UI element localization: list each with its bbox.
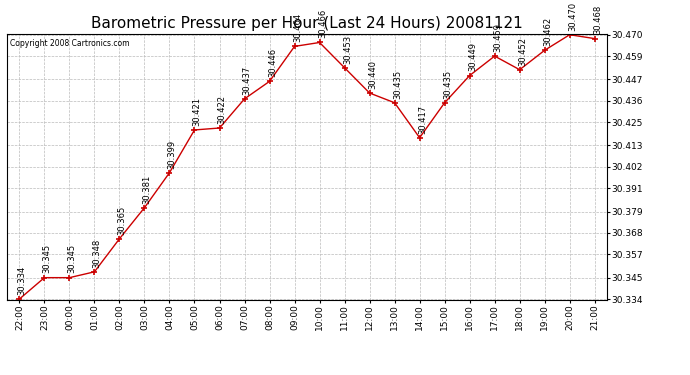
Text: 30.345: 30.345 — [43, 244, 52, 273]
Text: 30.466: 30.466 — [318, 9, 327, 38]
Text: 30.440: 30.440 — [368, 60, 377, 89]
Text: 30.399: 30.399 — [168, 140, 177, 168]
Text: 30.437: 30.437 — [243, 66, 252, 95]
Text: 30.462: 30.462 — [543, 17, 552, 46]
Text: 30.435: 30.435 — [443, 69, 452, 99]
Text: 30.422: 30.422 — [218, 95, 227, 124]
Text: 30.470: 30.470 — [568, 2, 577, 30]
Text: 30.449: 30.449 — [468, 42, 477, 71]
Text: 30.464: 30.464 — [293, 13, 302, 42]
Text: 30.453: 30.453 — [343, 34, 352, 64]
Text: 30.446: 30.446 — [268, 48, 277, 77]
Text: 30.381: 30.381 — [143, 174, 152, 204]
Text: 30.334: 30.334 — [18, 266, 27, 295]
Text: 30.421: 30.421 — [193, 97, 201, 126]
Text: 30.417: 30.417 — [418, 104, 427, 134]
Text: 30.468: 30.468 — [593, 5, 602, 34]
Text: 30.459: 30.459 — [493, 23, 502, 52]
Title: Barometric Pressure per Hour (Last 24 Hours) 20081121: Barometric Pressure per Hour (Last 24 Ho… — [91, 16, 523, 31]
Text: 30.452: 30.452 — [518, 36, 527, 66]
Text: 30.345: 30.345 — [68, 244, 77, 273]
Text: 30.435: 30.435 — [393, 69, 402, 99]
Text: 30.348: 30.348 — [92, 238, 101, 268]
Text: Copyright 2008 Cartronics.com: Copyright 2008 Cartronics.com — [10, 39, 130, 48]
Text: 30.365: 30.365 — [118, 206, 127, 235]
